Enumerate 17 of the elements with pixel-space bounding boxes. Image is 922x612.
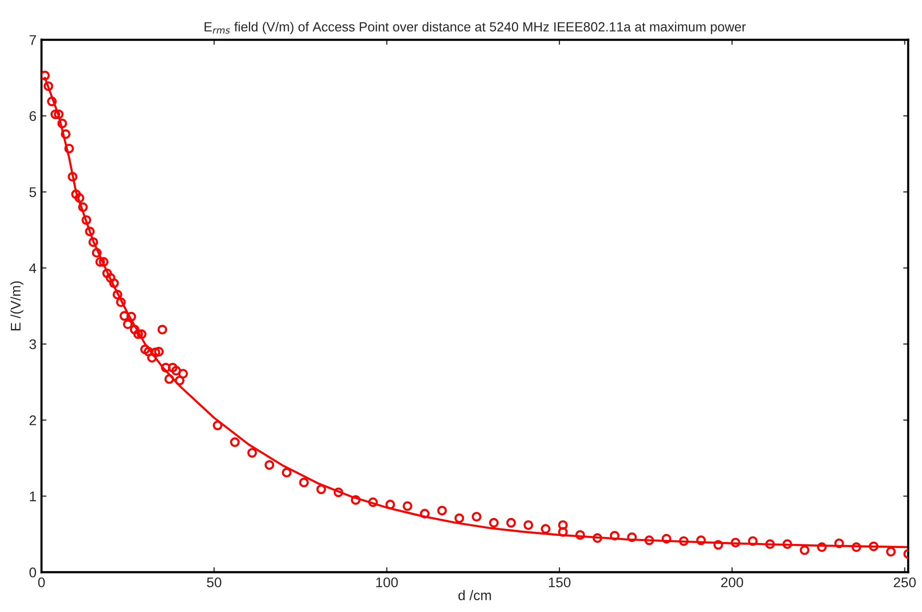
x-axis-title: d /cm [458, 590, 491, 600]
y-axis-title: E /(V/m) [10, 281, 24, 330]
x-tick-label: 100 [376, 577, 398, 588]
y-tick-label: 7 [30, 35, 36, 45]
y-tick-label: 4 [29, 263, 36, 273]
y-tick-label: 6 [30, 111, 36, 122]
y-tick-label: 3 [29, 339, 36, 350]
y-tick-label: 5 [29, 187, 36, 198]
y-tick-label: 0 [29, 568, 36, 578]
x-tick-label: 50 [206, 577, 222, 588]
x-tick-label: 0 [38, 577, 45, 588]
x-tick-label: 250 [894, 577, 916, 588]
x-tick-label: 150 [548, 577, 570, 588]
x-tick-label: 200 [721, 577, 744, 588]
y-tick-label: 2 [30, 415, 36, 426]
y-tick-label: 1 [30, 492, 36, 502]
chart-title: E$_{rms}$ field (V/m) of Access Point over distance at 5240 MHz IEEE802.11a at maximum power [204, 22, 746, 34]
